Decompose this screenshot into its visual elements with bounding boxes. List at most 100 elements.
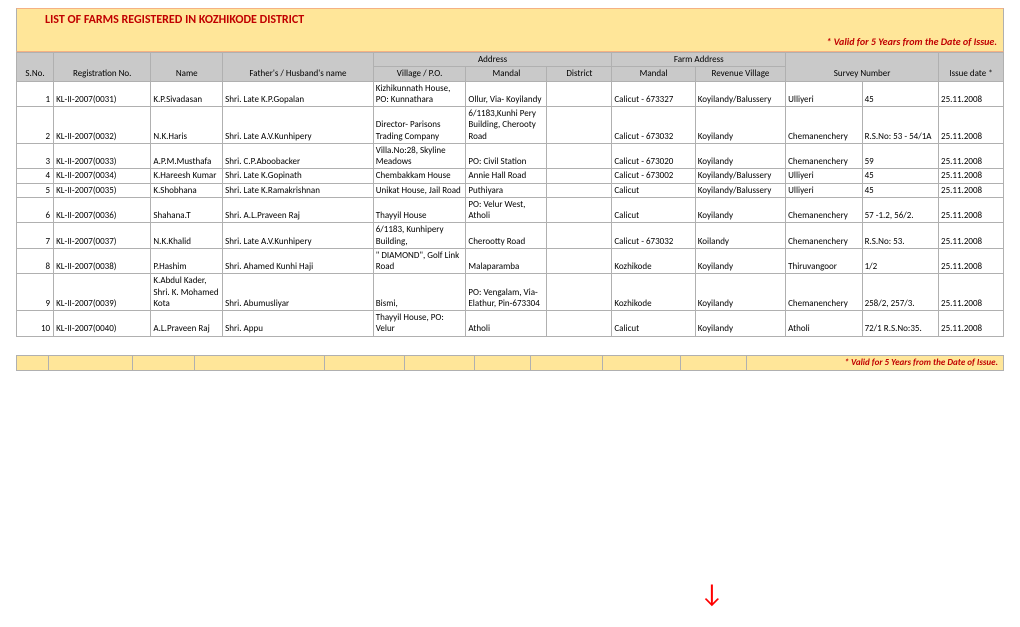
cell: 25.11.2008	[939, 107, 1004, 144]
cell: 8	[17, 248, 54, 274]
table-row: 3KL-II-2007(0033)A.P.M.MusthafaShri. C.P…	[17, 143, 1004, 169]
farms-table: S.No. Registration No. Name Father's / H…	[16, 52, 1004, 337]
col-village: Village / P.O.	[373, 67, 466, 81]
col-mandal: Mandal	[466, 67, 547, 81]
cell: 4	[17, 169, 54, 183]
cell: 25.11.2008	[939, 183, 1004, 197]
cell: Cherootty Road	[466, 223, 547, 249]
cell: N.K.Haris	[151, 107, 223, 144]
cell: 25.11.2008	[939, 197, 1004, 223]
title-bar: LIST OF FARMS REGISTERED IN KOZHIKODE DI…	[16, 8, 1004, 52]
table-row: 9KL-II-2007(0039)K.Abdul Kader, Shri. K.…	[17, 274, 1004, 311]
cell: Malaparamba	[466, 248, 547, 274]
cell: Chemanenchery	[786, 223, 862, 249]
col-issue: Issue date *	[939, 53, 1004, 82]
table-body: 1KL-II-2007(0031)K.P.SivadasanShri. Late…	[17, 81, 1004, 336]
footer-seg	[530, 355, 602, 371]
cell: Koilandy	[695, 223, 785, 249]
cell	[547, 248, 612, 274]
cell: 45	[862, 183, 938, 197]
cell: 45	[862, 81, 938, 107]
cell: KL-II-2007(0039)	[54, 274, 151, 311]
cell: Chemanenchery	[786, 143, 862, 169]
cell: Calicut - 673327	[612, 81, 695, 107]
table-row: 5KL-II-2007(0035)K.ShobhanaShri. Late K.…	[17, 183, 1004, 197]
cell: P.Hashim	[151, 248, 223, 274]
table-row: 10KL-II-2007(0040)A.L.Praveen RajShri. A…	[17, 311, 1004, 337]
cell: 6/1183,Kunhi Pery Building, Cherooty Roa…	[466, 107, 547, 144]
col-sno: S.No.	[17, 53, 54, 82]
col-name: Name	[151, 53, 223, 82]
table-row: 2KL-II-2007(0032)N.K.HarisShri. Late A.V…	[17, 107, 1004, 144]
cell: Thayyil House, PO: Velur	[373, 311, 466, 337]
cell: 6	[17, 197, 54, 223]
cell	[547, 197, 612, 223]
cell: PO: Civil Station	[466, 143, 547, 169]
cell: KL-II-2007(0035)	[54, 183, 151, 197]
cell: K.Shobhana	[151, 183, 223, 197]
cell: Chemanenchery	[786, 107, 862, 144]
cell: KL-II-2007(0031)	[54, 81, 151, 107]
cell: 3	[17, 143, 54, 169]
cell: Ulliyeri	[786, 169, 862, 183]
cell: 25.11.2008	[939, 274, 1004, 311]
cell: Koyilandy/Balussery	[695, 81, 785, 107]
cell: Puthiyara	[466, 183, 547, 197]
cell	[547, 274, 612, 311]
cell: K.Abdul Kader, Shri. K. Mohamed Kota	[151, 274, 223, 311]
cell	[547, 311, 612, 337]
cell: 25.11.2008	[939, 311, 1004, 337]
cell: " DIAMOND", Golf Link Road	[373, 248, 466, 274]
cell	[547, 81, 612, 107]
cell: Shri. C.P.Aboobacker	[223, 143, 374, 169]
cell: 9	[17, 274, 54, 311]
col-father: Father's / Husband's name	[223, 53, 374, 82]
cell: Calicut - 673032	[612, 223, 695, 249]
sheet: LIST OF FARMS REGISTERED IN KOZHIKODE DI…	[16, 8, 1004, 371]
cell: Shri. Late A.V.Kunhipery	[223, 107, 374, 144]
cell: PO: Velur West, Atholi	[466, 197, 547, 223]
page-title: LIST OF FARMS REGISTERED IN KOZHIKODE DI…	[45, 13, 304, 27]
cell: 5	[17, 183, 54, 197]
col-reg: Registration No.	[54, 53, 151, 82]
col-farm-mandal: Mandal	[612, 67, 695, 81]
cell: Calicut - 673020	[612, 143, 695, 169]
cell: Koyilandy	[695, 107, 785, 144]
cell: 25.11.2008	[939, 248, 1004, 274]
cell: Koyilandy	[695, 143, 785, 169]
footer-seg	[48, 355, 132, 371]
cell: Atholi	[786, 311, 862, 337]
cell: Calicut	[612, 197, 695, 223]
cell: Director- Parisons Trading Company	[373, 107, 466, 144]
cell	[547, 183, 612, 197]
cell: 25.11.2008	[939, 169, 1004, 183]
down-arrow-icon: ↓	[700, 580, 724, 606]
cell: K.P.Sivadasan	[151, 81, 223, 107]
cell: Villa.No:28, Skyline Meadows	[373, 143, 466, 169]
cell: Shri. Appu	[223, 311, 374, 337]
cell: Koyilandy	[695, 248, 785, 274]
cell: KL-II-2007(0033)	[54, 143, 151, 169]
cell: Calicut	[612, 311, 695, 337]
cell: A.P.M.Musthafa	[151, 143, 223, 169]
valid-note-bottom: * Valid for 5 Years from the Date of Iss…	[746, 355, 1004, 371]
cell	[547, 223, 612, 249]
cell: Thayyil House	[373, 197, 466, 223]
cell: Kizhikunnath House, PO: Kunnathara	[373, 81, 466, 107]
col-group-address: Address	[373, 53, 612, 67]
cell: KL-II-2007(0034)	[54, 169, 151, 183]
cell: Shri. Late K.Gopinath	[223, 169, 374, 183]
cell: Koyilandy/Balussery	[695, 169, 785, 183]
col-district: District	[547, 67, 612, 81]
cell: 7	[17, 223, 54, 249]
footer-seg	[474, 355, 530, 371]
cell: Shahana.T	[151, 197, 223, 223]
cell: Kozhikode	[612, 248, 695, 274]
cell: Ollur, Via- Koyilandy	[466, 81, 547, 107]
cell	[547, 107, 612, 144]
cell: 6/1183, Kunhipery Building,	[373, 223, 466, 249]
table-row: 7KL-II-2007(0037)N.K.KhalidShri. Late A.…	[17, 223, 1004, 249]
table-header: S.No. Registration No. Name Father's / H…	[17, 53, 1004, 82]
table-row: 4KL-II-2007(0034)K.Hareesh KumarShri. La…	[17, 169, 1004, 183]
cell: Shri. A.L.Praveen Raj	[223, 197, 374, 223]
